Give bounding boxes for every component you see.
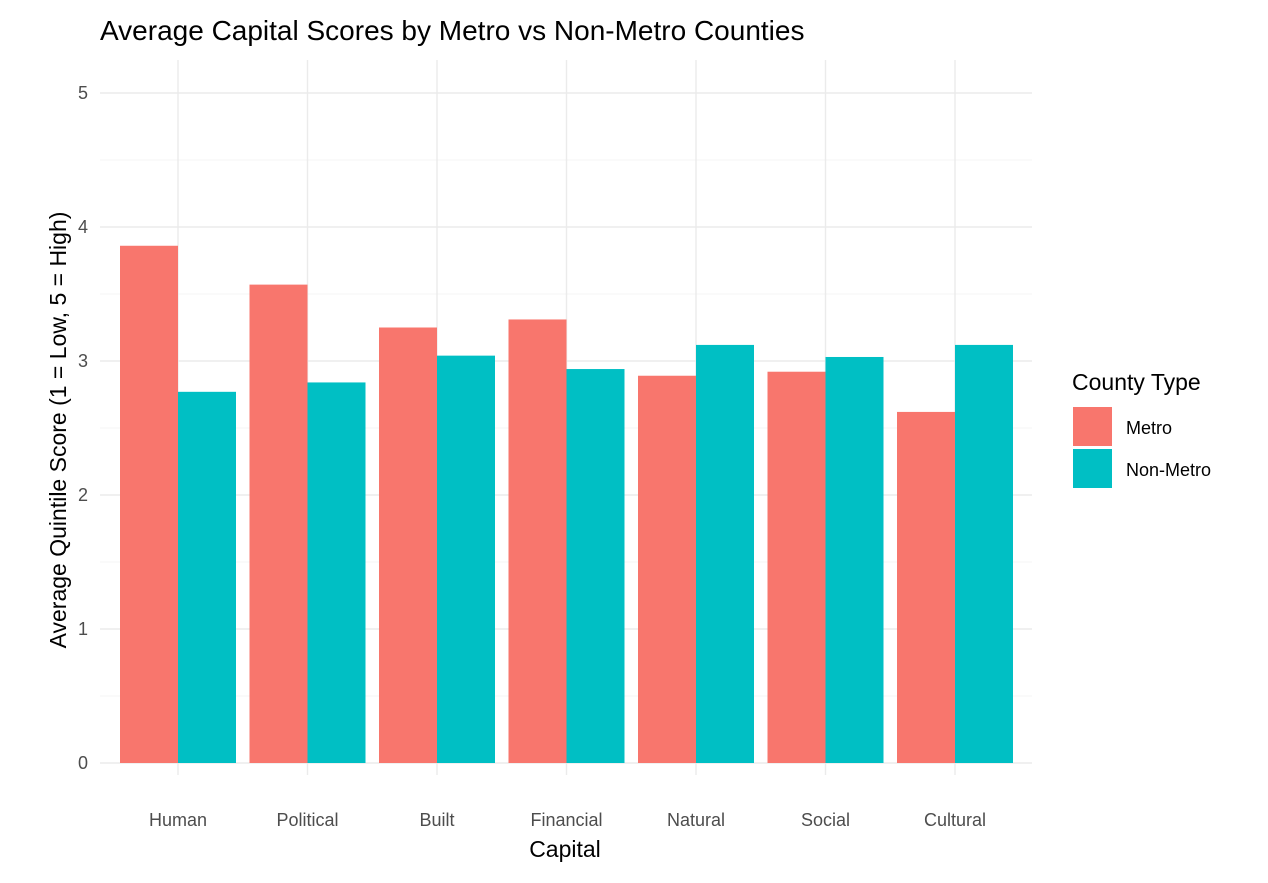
legend-label-metro: Metro bbox=[1126, 418, 1172, 438]
y-tick-label: 1 bbox=[78, 619, 88, 639]
legend-items: Metro Non-Metro bbox=[1073, 407, 1211, 488]
y-tick-label: 4 bbox=[78, 217, 88, 237]
bar-non-metro-political bbox=[307, 382, 366, 763]
y-tick-label: 2 bbox=[78, 485, 88, 505]
bar-non-metro-built bbox=[437, 355, 495, 763]
bar-metro-financial bbox=[508, 319, 567, 763]
chart-title: Average Capital Scores by Metro vs Non-M… bbox=[100, 15, 804, 46]
bar-metro-cultural bbox=[897, 411, 955, 763]
bar-metro-political bbox=[249, 284, 308, 763]
bar-metro-natural bbox=[638, 375, 696, 763]
bar-non-metro-social bbox=[825, 356, 884, 763]
bar-metro-social bbox=[767, 371, 826, 763]
legend-key-metro bbox=[1073, 407, 1112, 446]
x-tick-label: Built bbox=[419, 810, 454, 830]
x-tick-label: Financial bbox=[530, 810, 602, 830]
bar-non-metro-financial bbox=[566, 369, 625, 763]
x-tick-label: Natural bbox=[667, 810, 725, 830]
y-axis-title: Average Quintile Score (1 = Low, 5 = Hig… bbox=[45, 212, 71, 649]
y-tick-label: 0 bbox=[78, 753, 88, 773]
y-axis-ticks: 0 1 2 3 4 5 bbox=[78, 83, 88, 773]
bar-metro-built bbox=[379, 327, 437, 763]
x-tick-label: Social bbox=[801, 810, 850, 830]
bar-non-metro-human bbox=[178, 391, 236, 763]
bar-metro-human bbox=[120, 245, 178, 763]
x-tick-label: Political bbox=[276, 810, 338, 830]
bar-non-metro-natural bbox=[696, 344, 754, 763]
x-tick-label: Cultural bbox=[924, 810, 986, 830]
legend: County Type Metro Non-Metro bbox=[1072, 369, 1211, 488]
y-tick-label: 3 bbox=[78, 351, 88, 371]
x-tick-label: Human bbox=[149, 810, 207, 830]
bars bbox=[120, 245, 1013, 763]
x-axis-ticks: Human Political Built Financial Natural Socia… bbox=[149, 810, 986, 830]
x-axis-title: Capital bbox=[529, 836, 601, 862]
y-tick-label: 5 bbox=[78, 83, 88, 103]
legend-title: County Type bbox=[1072, 369, 1201, 395]
bar-non-metro-cultural bbox=[955, 344, 1013, 763]
legend-label-non-metro: Non-Metro bbox=[1126, 460, 1211, 480]
legend-key-non-metro bbox=[1073, 449, 1112, 488]
